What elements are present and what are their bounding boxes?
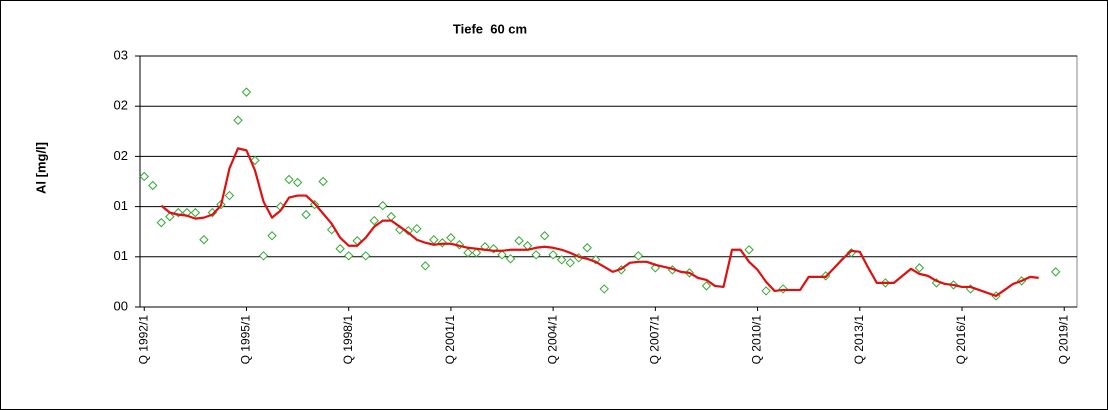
data-point <box>744 245 754 255</box>
data-point <box>378 200 388 211</box>
x-tick-label: Q 1998/1 <box>341 315 355 365</box>
x-tick-label: Q 2010/1 <box>750 315 764 365</box>
data-point <box>539 231 550 241</box>
data-point <box>531 250 541 260</box>
data-point <box>565 258 575 268</box>
data-point <box>914 263 925 273</box>
data-point <box>258 251 269 261</box>
data-point <box>514 236 524 246</box>
data-point <box>148 180 158 191</box>
data-point <box>505 254 516 264</box>
data-point <box>412 223 422 234</box>
y-tick-label: 03 <box>114 47 128 62</box>
x-tick-label: Q 2016/1 <box>954 315 968 365</box>
y-tick-label: 01 <box>114 198 128 213</box>
data-point <box>190 207 201 218</box>
data-point <box>1050 267 1061 277</box>
data-point <box>250 155 260 166</box>
data-point <box>548 250 558 260</box>
data-point <box>471 248 482 258</box>
data-point <box>369 215 379 226</box>
data-point <box>199 235 209 245</box>
data-point <box>403 225 414 236</box>
x-tick-label: Q 2019/1 <box>1056 315 1070 365</box>
data-point <box>233 115 243 125</box>
chart-title: Tiefe 60 cm <box>453 21 527 36</box>
data-point <box>361 251 371 261</box>
data-point <box>556 255 567 265</box>
y-tick-label: 01 <box>114 248 128 263</box>
y-axis-label: Al [mg/l] <box>33 142 48 194</box>
data-point <box>633 251 644 261</box>
x-tick-label: Q 1992/1 <box>136 315 150 365</box>
data-point <box>582 243 592 253</box>
x-tick-label: Q 2013/1 <box>852 315 866 365</box>
data-point <box>318 176 328 187</box>
data-point <box>701 281 712 291</box>
data-point <box>284 174 294 185</box>
x-tick-label: Q 2004/1 <box>545 315 559 365</box>
trend-line <box>160 147 1039 298</box>
data-point <box>165 211 175 222</box>
data-point <box>463 248 473 258</box>
data-point <box>497 250 507 260</box>
data-point <box>301 209 311 220</box>
data-point <box>446 233 456 243</box>
data-point <box>420 261 431 271</box>
data-point <box>224 190 235 201</box>
data-point <box>335 244 345 254</box>
x-tick-label: Q 2007/1 <box>648 315 662 365</box>
x-tick-label: Q 2001/1 <box>443 315 457 365</box>
data-point <box>292 177 303 188</box>
data-point <box>156 217 167 228</box>
data-point <box>139 171 149 182</box>
data-point <box>599 284 609 294</box>
data-point <box>267 231 277 241</box>
x-tick-label: Q 1995/1 <box>239 315 253 365</box>
y-tick-label: 00 <box>114 298 128 313</box>
data-point <box>761 286 771 296</box>
data-point <box>241 87 252 97</box>
y-tick-label: 02 <box>114 148 128 163</box>
data-point <box>343 251 354 261</box>
y-tick-label: 02 <box>114 98 128 113</box>
